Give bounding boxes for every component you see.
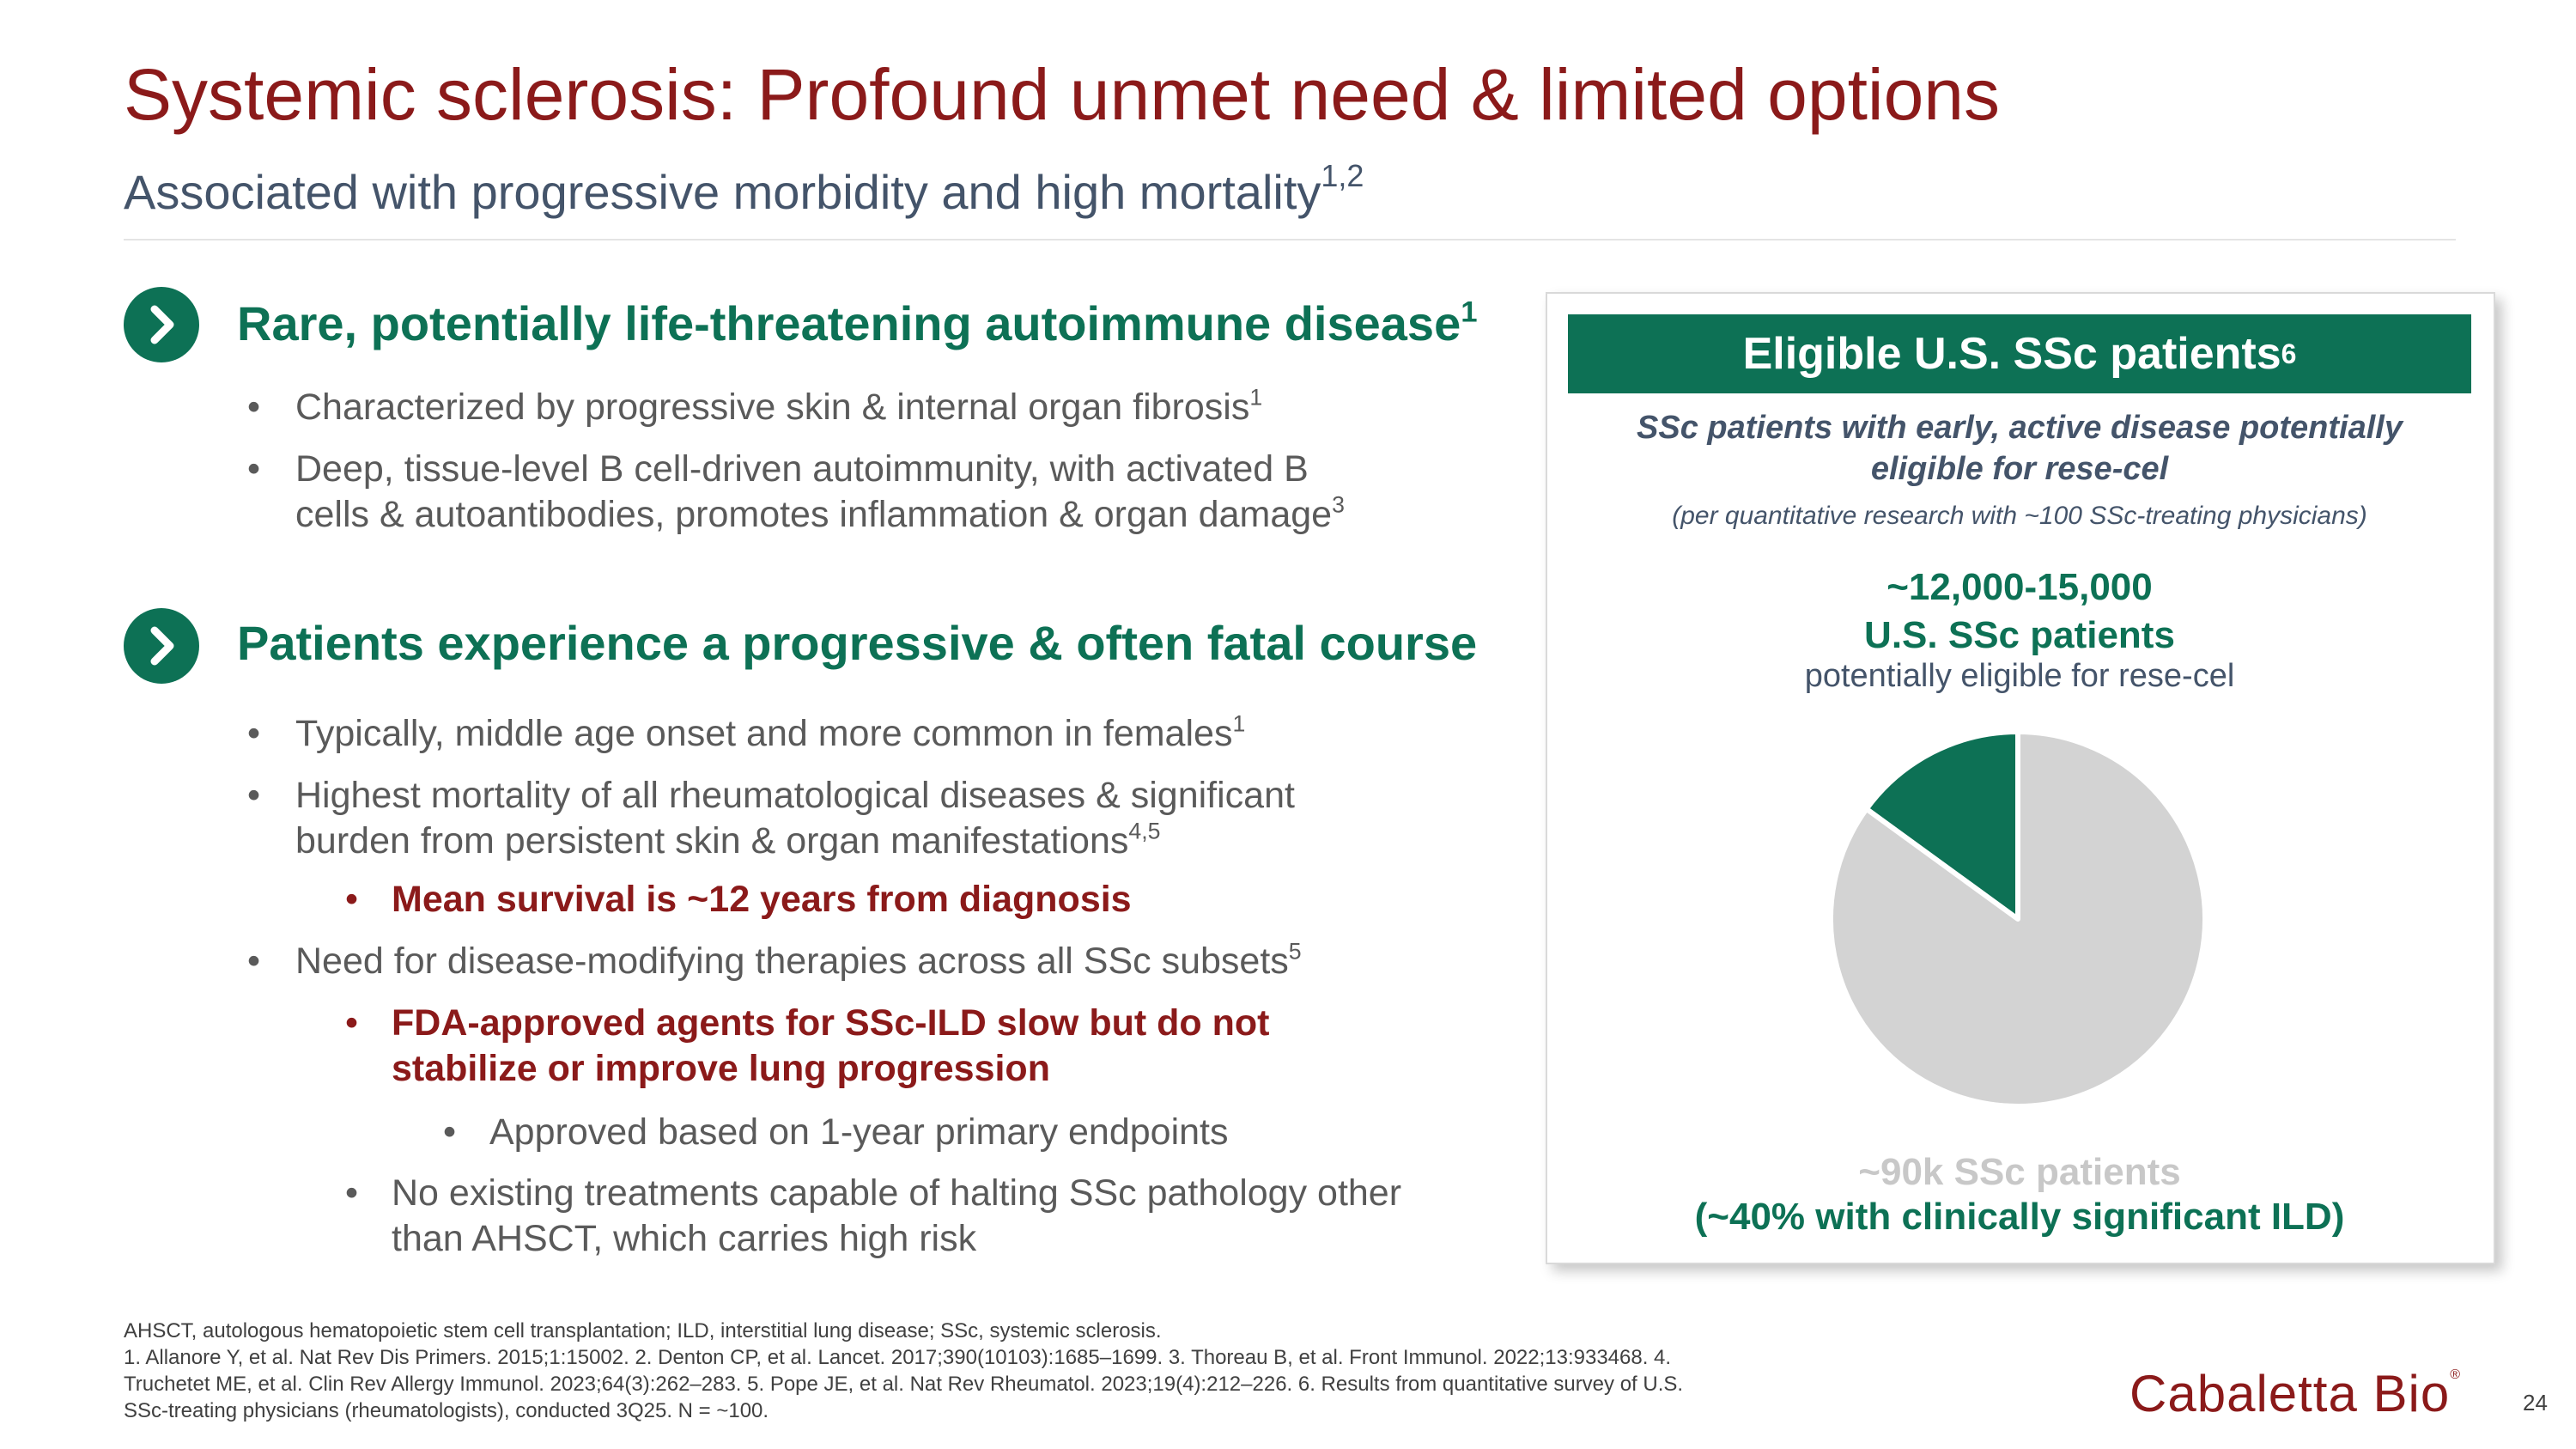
section2-heading: Patients experience a progressive & ofte… — [237, 616, 1478, 670]
footnote-refs-3: SSc-treating physicians (rheumatologists… — [124, 1399, 769, 1422]
panel-total-label: ~90k SSc patients — [1858, 1151, 2181, 1193]
panel-italic-desc: SSc patients with early, active disease … — [1637, 410, 2403, 487]
footnotes: AHSCT, autologous hematopoietic stem cel… — [124, 1318, 1824, 1424]
s1-bullet-2: Deep, tissue-level B cell-driven autoimm… — [295, 448, 1345, 535]
title-divider — [124, 239, 2456, 240]
s2-bullet-4: Need for disease-modifying therapies acr… — [295, 938, 1302, 982]
chevron-right-circle-icon — [124, 608, 199, 684]
bullet-dot: • — [247, 713, 261, 754]
panel-big-label: U.S. SSc patients — [1864, 614, 2175, 656]
page-number: 24 — [2523, 1390, 2548, 1416]
pie-slice-eligible — [1863, 729, 2020, 922]
s2-bullet-6: Approved based on 1-year primary endpoin… — [489, 1111, 1229, 1153]
bullet-dot: • — [247, 448, 261, 490]
bullet-dot: • — [247, 775, 261, 816]
bullet-dot: • — [443, 1111, 457, 1153]
company-logo: Cabaletta Bio® — [2129, 1365, 2462, 1422]
subtitle-text: Associated with progressive morbidity an… — [124, 165, 1321, 219]
bullet-dot: • — [345, 1002, 359, 1044]
footnote-refs-1: 1. Allanore Y, et al. Nat Rev Dis Primer… — [124, 1346, 1672, 1369]
bullet-dot: • — [247, 387, 261, 428]
s2-bullet-2: Highest mortality of all rheumatological… — [295, 775, 1295, 861]
pie-slice-other — [1828, 729, 2208, 1109]
panel-big-number: ~12,000-15,000 — [1886, 566, 2153, 608]
s2-bullet-3: Mean survival is ~12 years from diagnosi… — [392, 879, 1132, 920]
chevron-right-circle-icon — [124, 287, 199, 362]
eligibility-pie-chart — [1828, 729, 2208, 1109]
s2-bullet-7: No existing treatments capable of haltin… — [392, 1172, 1402, 1259]
s1-bullet-1: Characterized by progressive skin & inte… — [295, 384, 1263, 428]
bullet-dot: • — [345, 879, 359, 920]
bullet-dot: • — [247, 941, 261, 982]
s2-bullet-1: Typically, middle age onset and more com… — [295, 710, 1246, 754]
s2-bullet-5: FDA-approved agents for SSc-ILD slow but… — [392, 1002, 1270, 1089]
subtitle-ref: 1,2 — [1321, 158, 1364, 193]
panel-header: Eligible U.S. SSc patients 6 — [1568, 314, 2471, 393]
panel-note: (per quantitative research with ~100 SSc… — [1672, 502, 2367, 530]
bullet-dot: • — [345, 1172, 359, 1214]
footnote-refs-2: Truchetet ME, et al. Clin Rev Allergy Im… — [124, 1373, 1684, 1396]
panel-ild-label: (~40% with clinically significant ILD) — [1694, 1196, 2345, 1238]
footnote-abbrev: AHSCT, autologous hematopoietic stem cel… — [124, 1319, 1162, 1342]
slide-title: Systemic sclerosis: Profound unmet need … — [124, 54, 2001, 135]
panel-big-sub: potentially eligible for rese-cel — [1804, 658, 2235, 694]
section1-heading: Rare, potentially life-threatening autoi… — [237, 295, 1478, 350]
slide-subtitle: Associated with progressive morbidity an… — [124, 158, 1364, 220]
